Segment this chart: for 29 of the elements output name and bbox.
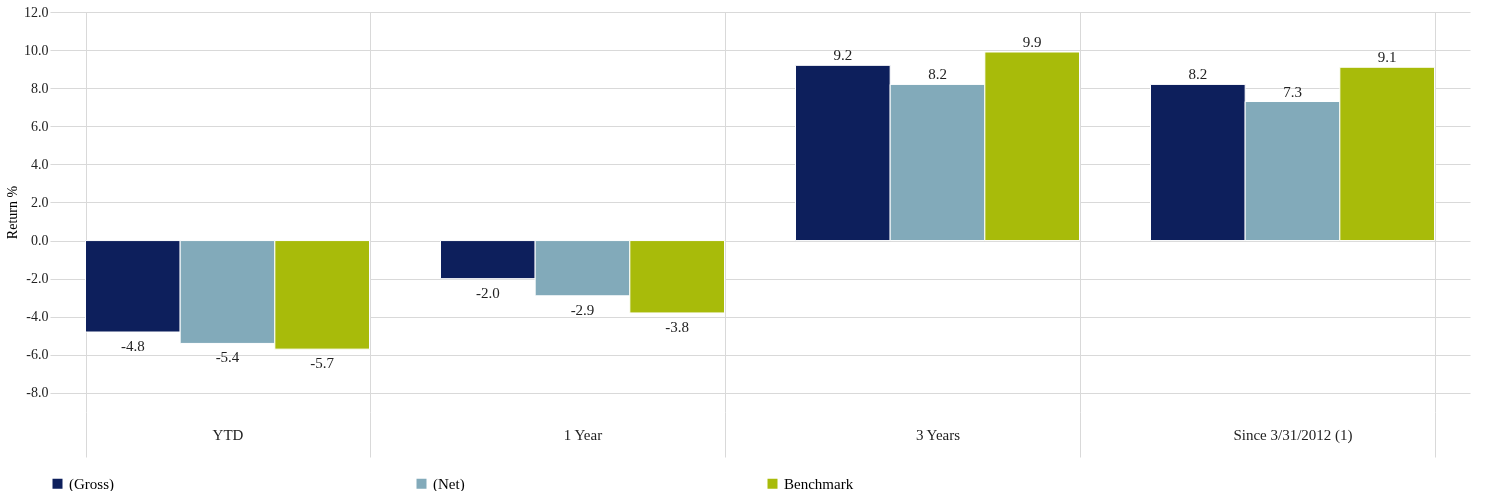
x-tick-label: Since 3/31/2012 (1) — [1233, 426, 1353, 444]
x-tick-label: YTD — [212, 426, 244, 443]
y-tick-label: 10.0 — [24, 42, 49, 58]
data-label: -5.7 — [310, 355, 335, 372]
y-tick-label: 12.0 — [24, 4, 49, 20]
y-tick-label: -2.0 — [26, 271, 49, 287]
y-tick-label: -8.0 — [26, 385, 49, 401]
y-tick-label: 4.0 — [31, 156, 49, 172]
y-tick-label: 0.0 — [31, 233, 49, 249]
data-label: -2.0 — [475, 284, 500, 301]
data-label: 9.9 — [1022, 34, 1042, 50]
data-label: 8.2 — [928, 66, 947, 83]
data-label: 8.2 — [1188, 66, 1208, 83]
y-tick-label: -6.0 — [26, 347, 49, 363]
y-tick-label: 2.0 — [31, 194, 49, 210]
y-tick-label: 8.0 — [31, 80, 49, 96]
x-tick-label: 1 Year — [563, 426, 603, 443]
y-axis-title: Return % — [5, 185, 20, 240]
data-label: 9.2 — [833, 47, 853, 64]
data-label: -2.9 — [570, 301, 595, 318]
data-label: 7.3 — [1283, 83, 1302, 100]
y-tick-label: -4.0 — [26, 309, 49, 325]
data-label: 9.1 — [1377, 49, 1397, 66]
y-tick-label: 6.0 — [31, 118, 49, 134]
x-tick-label: 3 Years — [915, 426, 961, 443]
data-label: -3.8 — [665, 318, 690, 335]
data-label: -4.8 — [120, 338, 145, 354]
legend-label: Benchmark — [784, 475, 854, 491]
data-label: -5.4 — [215, 349, 240, 366]
